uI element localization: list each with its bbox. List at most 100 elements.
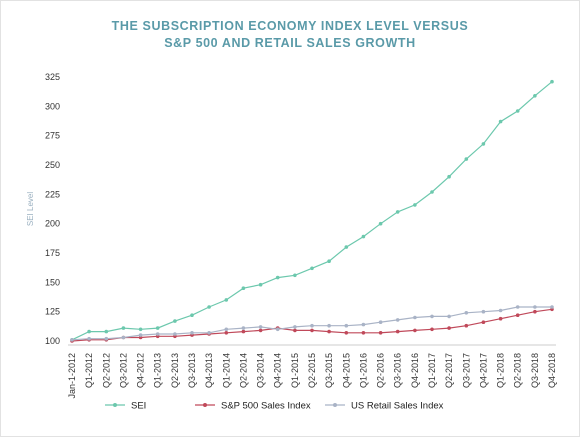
data-point [395, 318, 400, 322]
data-point [224, 327, 229, 332]
data-point [430, 190, 434, 194]
data-point [344, 323, 349, 328]
legend-label: SEI [131, 401, 146, 412]
legend-item: US Retail Sales Index [325, 401, 444, 412]
series-group [70, 79, 554, 343]
x-tick-label: Q4-2012 [136, 353, 146, 388]
x-tick-label: Q1-2012 [84, 353, 94, 388]
y-tick-labels: 100 125 150 175 200 225 250 275 300 325 [45, 72, 60, 346]
series-2 [70, 305, 554, 342]
data-point [173, 332, 177, 336]
data-point [378, 221, 383, 226]
data-point [464, 323, 469, 328]
data-point [395, 329, 400, 334]
data-point [173, 319, 177, 323]
data-point [430, 314, 434, 319]
data-point [121, 326, 126, 330]
data-point [207, 331, 211, 335]
data-point [430, 327, 434, 332]
x-tick-label: Q4-2013 [204, 353, 214, 388]
x-tick-label: Q2-2012 [101, 353, 111, 388]
data-point [515, 305, 520, 309]
x-tick-label: Q1-2017 [427, 353, 437, 388]
data-point [550, 305, 554, 309]
data-point [515, 109, 520, 113]
data-point [498, 119, 503, 124]
x-tick-label: Q2-2014 [238, 353, 248, 388]
series-0 [70, 79, 554, 342]
data-point [378, 320, 383, 325]
data-point [310, 323, 314, 328]
legend-item: S&P 500 Sales Index [195, 401, 311, 412]
x-tick-label: Q4-2015 [341, 353, 351, 388]
data-point [498, 308, 503, 313]
x-tick-label: Q2-2017 [444, 353, 454, 388]
series-line [71, 81, 553, 341]
x-tick-label: Q4-2018 [547, 353, 557, 388]
data-point [224, 298, 229, 302]
data-point [155, 326, 160, 330]
data-point [258, 328, 263, 333]
data-point [104, 329, 109, 334]
legend-swatch-marker [113, 403, 117, 407]
y-tick-label: 100 [45, 336, 60, 346]
legend-swatch-marker [333, 403, 337, 407]
x-tick-label: Q3-2015 [324, 353, 334, 388]
data-point [515, 313, 520, 318]
legend-swatch-marker [203, 403, 207, 407]
x-tick-label: Q2-2016 [376, 353, 386, 388]
data-point [481, 320, 486, 325]
chart-title-line1: THE SUBSCRIPTION ECONOMY INDEX LEVEL VER… [111, 19, 469, 33]
x-tick-label: Jan-1-2012 [67, 353, 77, 399]
data-point [327, 329, 331, 334]
data-point [344, 331, 349, 335]
data-point [190, 313, 194, 318]
data-point [121, 335, 126, 340]
data-point [447, 174, 451, 179]
x-tick-label: Q4-2017 [478, 353, 488, 388]
y-tick-label: 250 [45, 160, 60, 170]
x-tick-label: Q2-2018 [513, 353, 523, 388]
chart-title-line2: S&P 500 AND RETAIL SALES GROWTH [164, 36, 416, 50]
data-point [241, 326, 246, 330]
y-tick-label: 150 [45, 277, 60, 287]
y-tick-label: 275 [45, 131, 60, 141]
data-point [241, 329, 246, 334]
data-point [275, 327, 280, 332]
data-point [464, 157, 469, 161]
y-tick-label: 125 [45, 307, 60, 317]
data-point [361, 234, 366, 239]
data-point [224, 331, 229, 335]
y-tick-label: 175 [45, 248, 60, 258]
data-point [138, 327, 143, 332]
x-tick-label: Q3-2018 [530, 353, 540, 388]
data-point [344, 245, 349, 249]
x-tick-label: Q1-2018 [496, 353, 506, 388]
data-point [241, 286, 246, 291]
x-tick-label: Q4-2014 [273, 353, 283, 388]
data-point [464, 311, 469, 315]
y-tick-label: 225 [45, 189, 60, 199]
data-point [310, 328, 314, 333]
data-point [293, 273, 297, 278]
data-point [104, 336, 109, 341]
y-tick-label: 325 [45, 72, 60, 82]
data-point [481, 142, 486, 146]
legend-label: S&P 500 Sales Index [221, 401, 311, 412]
data-point [395, 210, 400, 214]
data-point [533, 94, 537, 98]
data-point [413, 315, 417, 320]
x-tick-label: Q1-2013 [153, 353, 163, 388]
data-point [207, 305, 211, 309]
x-tick-label: Q2-2013 [170, 353, 180, 388]
data-point [87, 336, 91, 341]
x-tick-label: Q2-2015 [307, 353, 317, 388]
data-point [481, 309, 486, 314]
legend-label: US Retail Sales Index [351, 401, 444, 412]
legend: SEI S&P 500 Sales Index US Retail Sales In… [105, 401, 444, 412]
data-point [498, 316, 503, 321]
data-point [327, 259, 331, 264]
data-point [258, 325, 263, 329]
